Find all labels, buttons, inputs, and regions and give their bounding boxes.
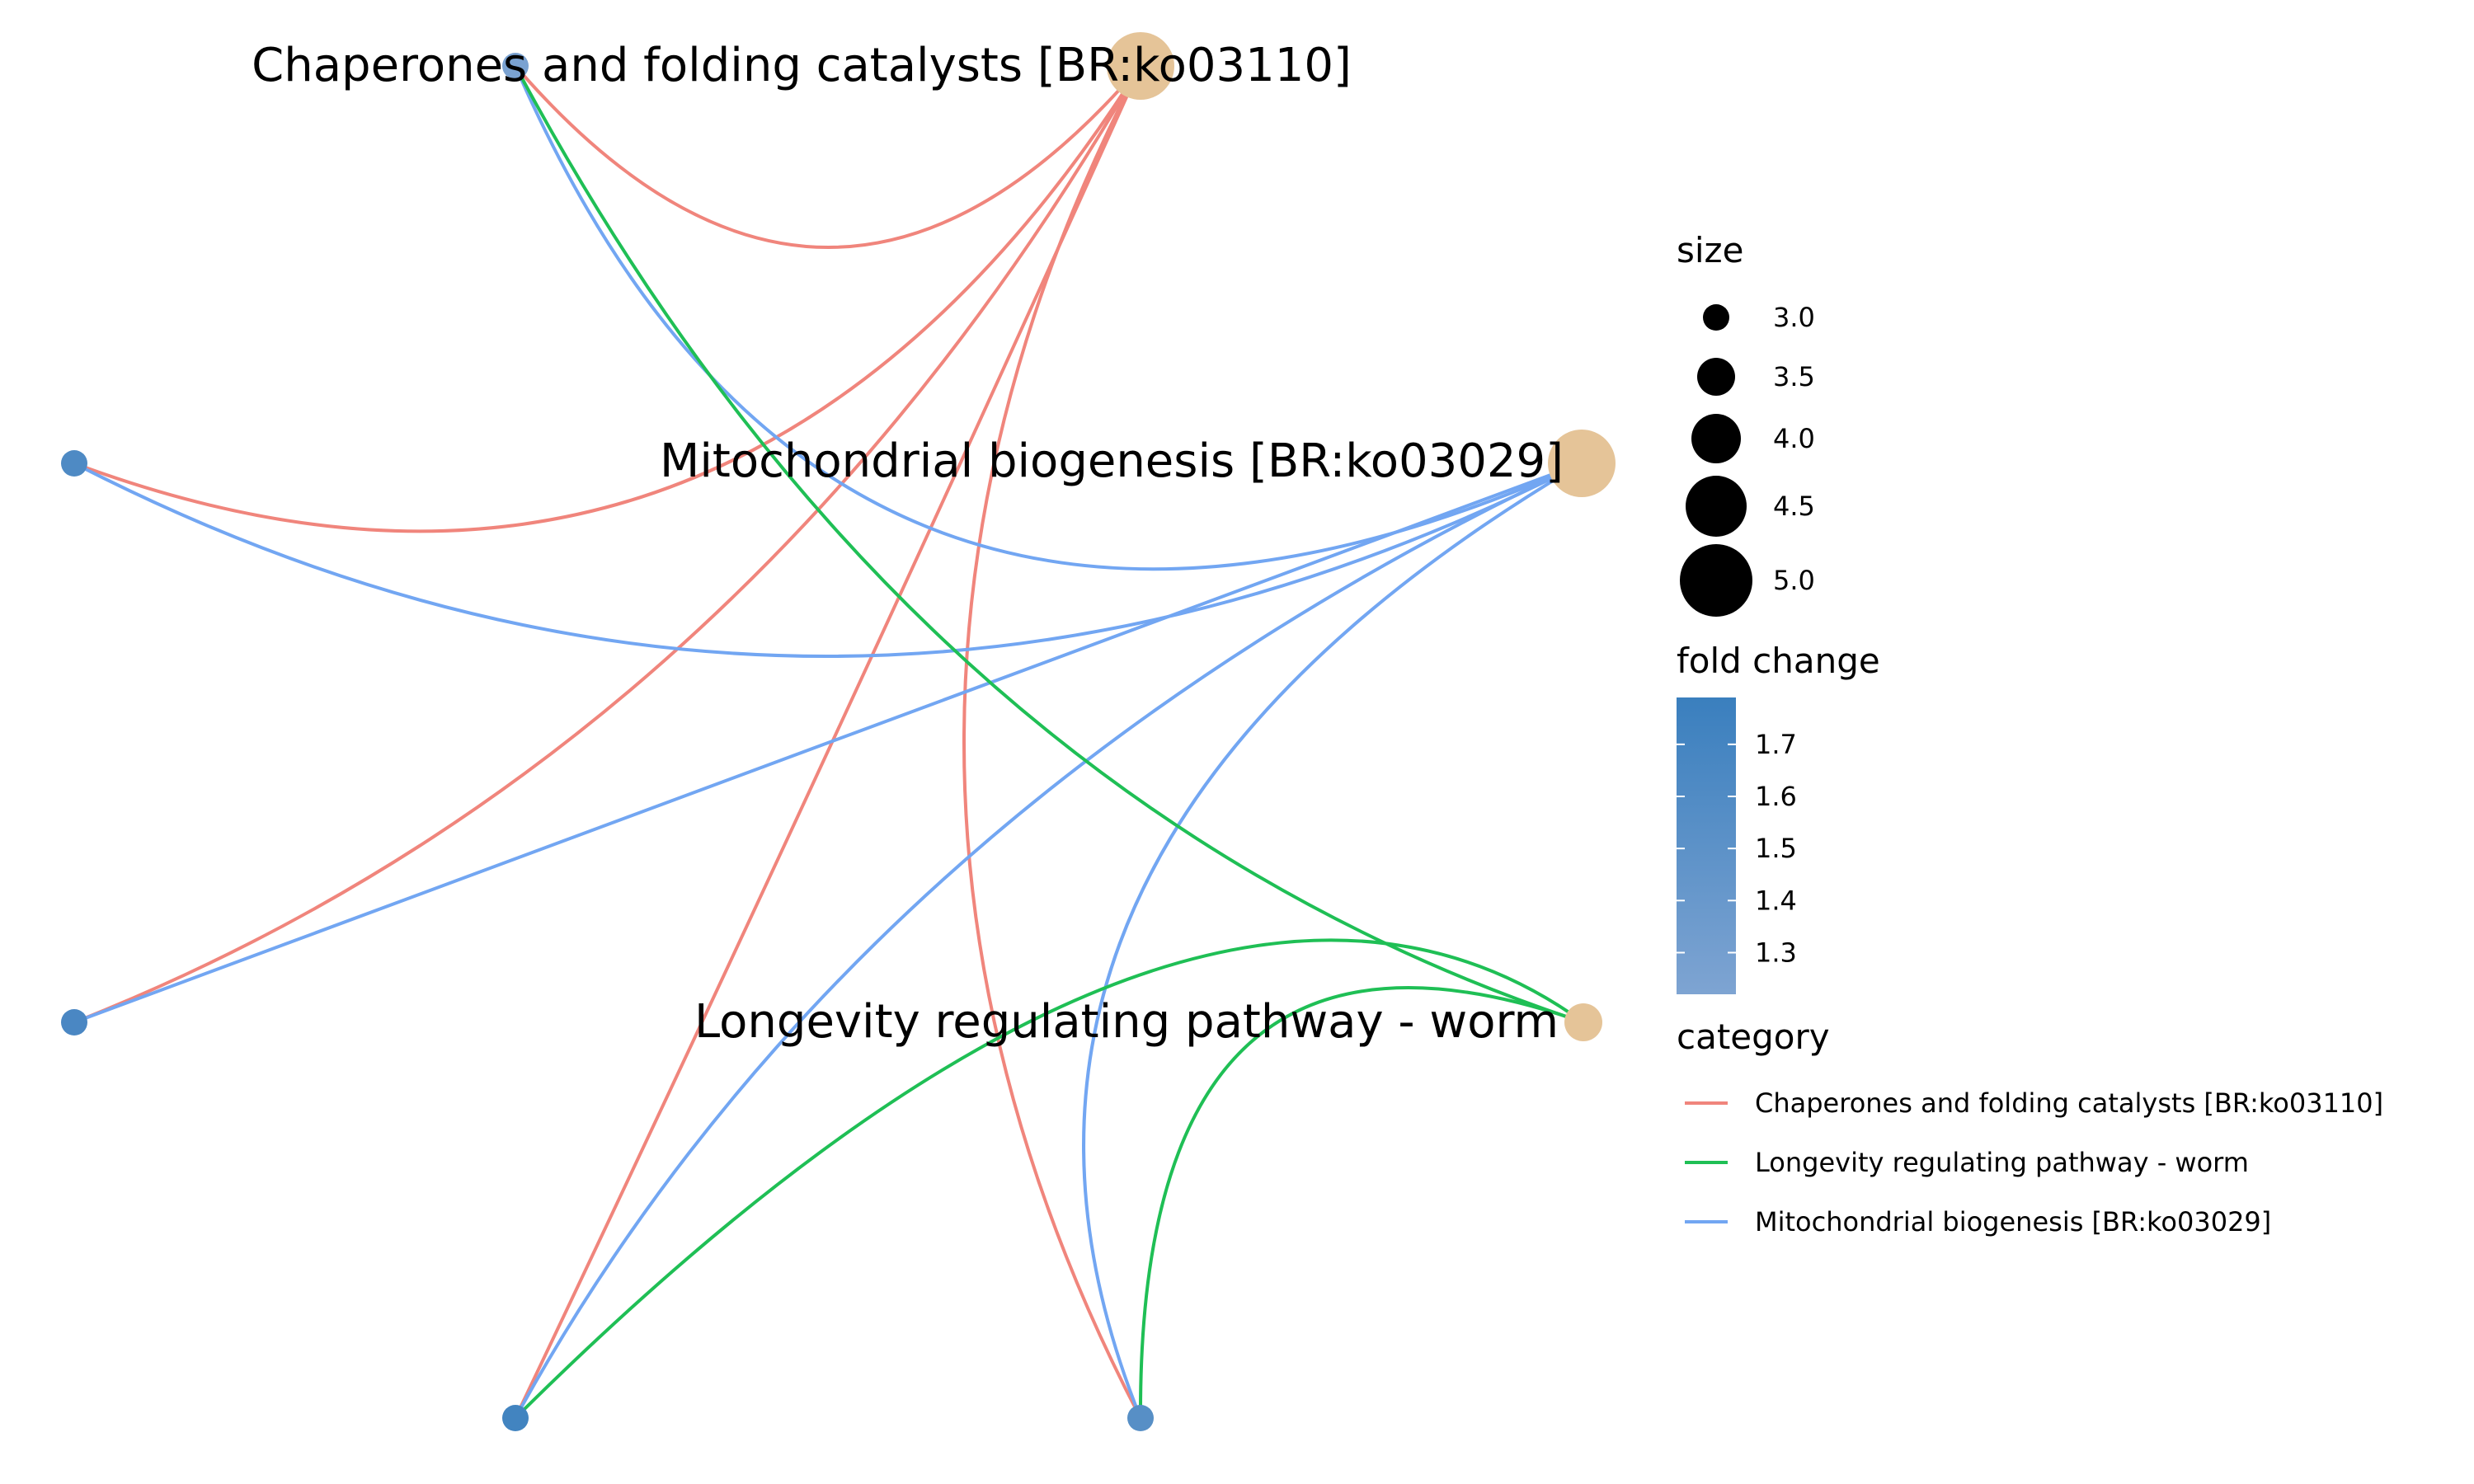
fold-change-tick-label: 1.7 — [1755, 729, 1797, 760]
pathway-label-mitochondrial: Mitochondrial biogenesis [BR:ko03029] — [660, 434, 1564, 488]
edge-mito-g_bottom_right — [1082, 462, 1583, 1419]
fold-change-tick-label: 1.3 — [1755, 937, 1797, 968]
size-key-label: 3.5 — [1773, 361, 1815, 392]
edge-chap-g_top — [514, 64, 1142, 249]
gene-node-g_left_upper — [61, 450, 87, 477]
edge-long-g_bottom_left — [514, 938, 1585, 1420]
size-key-3.0 — [1703, 304, 1729, 331]
gene-node-g_bottom_left — [502, 1405, 529, 1431]
size-key-label: 5.0 — [1773, 565, 1815, 596]
size-key-label: 4.5 — [1773, 491, 1815, 522]
size-legend-keys — [1680, 304, 1752, 617]
edge-mito-g_left_lower — [73, 462, 1583, 1024]
legend-size-title: size — [1677, 230, 1743, 270]
gene-node-g_left_lower — [61, 1009, 87, 1036]
pathway-label-longevity: Longevity regulating pathway - worm — [694, 995, 1559, 1049]
size-key-5.0 — [1680, 544, 1752, 617]
gene-node-g_top — [502, 53, 529, 79]
edge-long-g_bottom_right — [1138, 986, 1584, 1419]
fold-change-colorbar — [1677, 697, 1736, 994]
fold-change-tick-label: 1.6 — [1755, 781, 1797, 812]
pathway-label-chaperones: Chaperones and folding catalysts [BR:ko0… — [252, 39, 1352, 92]
category-label-mitochondrial: Mitochondrial biogenesis [BR:ko03029] — [1755, 1206, 2271, 1237]
edge-chap-g_left_lower — [73, 65, 1142, 1024]
edge-chap-g_bottom_right — [962, 65, 1142, 1419]
pathway-node-long — [1564, 1003, 1602, 1041]
edge-mito-g_top — [514, 65, 1583, 571]
legend-fold-change-title: fold change — [1677, 641, 1880, 681]
nodes-layer — [61, 32, 1616, 1431]
size-key-4.5 — [1686, 476, 1747, 537]
size-key-label: 4.0 — [1773, 423, 1815, 454]
labels-layer: Chaperones and folding catalysts [BR:ko0… — [252, 39, 1564, 1049]
size-key-label: 3.0 — [1773, 302, 1815, 333]
legend: size 3.0 3.5 4.0 4.5 5.0 fold change 1.7… — [1677, 230, 2383, 1237]
legend-category-title: category — [1677, 1017, 1830, 1057]
fold-change-ticks: 1.7 1.6 1.5 1.4 1.3 — [1677, 729, 1797, 968]
edge-mito-g_bottom_left — [514, 462, 1583, 1419]
gene-node-g_bottom_right — [1127, 1405, 1154, 1431]
size-key-3.5 — [1697, 358, 1735, 396]
fold-change-tick-label: 1.5 — [1755, 833, 1797, 864]
edge-chap-g_left_upper — [73, 64, 1142, 533]
edge-chap-g_bottom_left — [514, 65, 1142, 1419]
size-key-4.0 — [1691, 414, 1741, 463]
pathway-node-chap — [1107, 32, 1174, 100]
edges-layer — [73, 64, 1585, 1420]
fold-change-tick-label: 1.4 — [1755, 885, 1797, 916]
category-label-longevity: Longevity regulating pathway - worm — [1755, 1147, 2249, 1178]
edge-mito-g_left_upper — [73, 462, 1583, 658]
pathway-node-mito — [1548, 430, 1616, 497]
category-label-chaperones: Chaperones and folding catalysts [BR:ko0… — [1755, 1087, 2383, 1119]
